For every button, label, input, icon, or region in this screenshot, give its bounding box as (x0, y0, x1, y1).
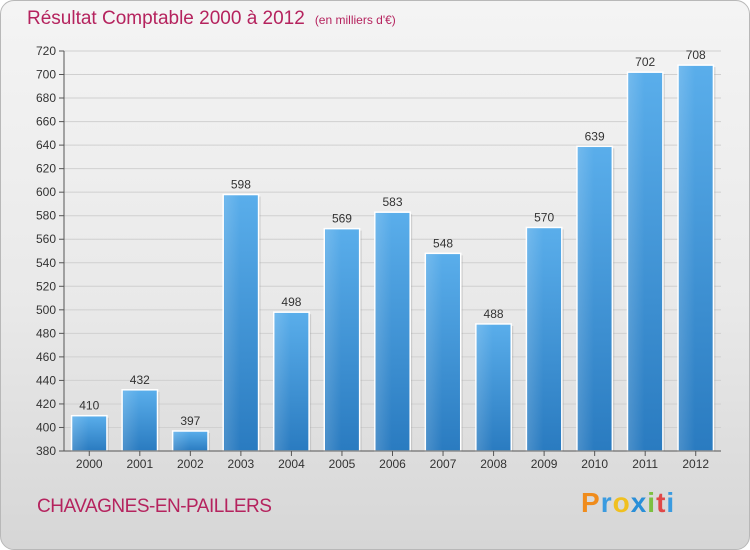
bar-highlight (224, 195, 241, 450)
x-tick-label: 2005 (329, 457, 356, 471)
x-tick-label: 2007 (430, 457, 457, 471)
bar-value-label: 410 (79, 399, 99, 413)
bar-highlight (72, 416, 89, 450)
y-tick-label: 560 (36, 232, 56, 246)
x-axis: 2000 2001 2002 2003 2004 2005 2006 2007 2008 2009… (64, 450, 721, 471)
bar-highlight (274, 313, 291, 450)
y-tick-label: 540 (36, 256, 56, 270)
y-tick-label: 520 (36, 279, 56, 293)
x-tick-label: 2001 (126, 457, 153, 471)
y-tick-label: 400 (36, 420, 56, 434)
x-tick-label: 2008 (480, 457, 507, 471)
y-tick-label: 480 (36, 326, 56, 340)
y-tick-label: 380 (36, 444, 56, 458)
bar-highlight (476, 324, 493, 450)
logo-letter: t (656, 487, 667, 518)
bar-highlight (426, 254, 443, 450)
bar-value-label: 548 (433, 236, 453, 250)
bars: 410 432 397 598 498 569 583 548 488 570 639 702 708 (70, 48, 716, 452)
y-axis: 380 400 420 440 460 480 500 520 540 560 580 600 620 6… (36, 44, 65, 458)
logo-letter: o (612, 487, 631, 518)
y-tick-label: 620 (36, 162, 56, 176)
x-tick-label: 2006 (379, 457, 406, 471)
chart-subtitle: (en milliers d'€) (314, 13, 396, 27)
bar-value-label: 488 (484, 307, 504, 321)
logo-letter: i (647, 487, 657, 518)
bar-highlight (577, 147, 594, 450)
y-tick-label: 580 (36, 209, 56, 223)
x-tick-label: 2002 (177, 457, 204, 471)
x-tick-label: 2004 (278, 457, 305, 471)
proxiti-logo: Proxiti (581, 487, 675, 519)
x-tick-label: 2003 (228, 457, 255, 471)
bar-highlight (173, 432, 190, 450)
y-tick-label: 600 (36, 185, 56, 199)
bar-value-label: 432 (130, 373, 150, 387)
y-tick-label: 640 (36, 138, 56, 152)
bar-value-label: 570 (534, 210, 554, 224)
x-tick-label: 2000 (76, 457, 103, 471)
logo-letter: i (666, 487, 676, 518)
y-tick-label: 500 (36, 303, 56, 317)
bar-value-label: 702 (635, 55, 655, 69)
y-tick-label: 460 (36, 350, 56, 364)
chart-title-text: Résultat Comptable 2000 à 2012 (27, 8, 305, 29)
logo-letter: r (600, 487, 613, 518)
commune-name: CHAVAGNES-EN-PAILLERS (37, 496, 272, 517)
bar-highlight (325, 229, 342, 450)
x-tick-label: 2009 (531, 457, 558, 471)
x-tick-label: 2012 (682, 457, 709, 471)
bar-value-label: 583 (382, 195, 402, 209)
x-tick-label: 2010 (581, 457, 608, 471)
y-tick-label: 420 (36, 397, 56, 411)
bar-value-label: 598 (231, 178, 251, 192)
y-tick-label: 720 (36, 44, 56, 58)
y-tick-label: 680 (36, 91, 56, 105)
y-tick-label: 700 (36, 68, 56, 82)
bar-value-label: 708 (686, 48, 706, 62)
bar-highlight (679, 66, 695, 450)
bar-highlight (123, 390, 140, 450)
bar-value-label: 569 (332, 212, 352, 226)
bar-value-label: 639 (585, 129, 605, 143)
bar-highlight (527, 228, 544, 450)
y-tick-label: 440 (36, 373, 56, 387)
y-tick-label: 660 (36, 115, 56, 129)
bar-highlight (375, 213, 392, 450)
logo-letter: x (630, 487, 648, 518)
bar-highlight (628, 73, 645, 451)
bar-value-label: 498 (281, 295, 301, 309)
bar-value-label: 397 (180, 414, 200, 428)
logo-letter: P (581, 487, 601, 518)
x-tick-label: 2011 (632, 457, 658, 471)
chart-title: Résultat Comptable 2000 à 2012 (en millie… (27, 8, 396, 30)
